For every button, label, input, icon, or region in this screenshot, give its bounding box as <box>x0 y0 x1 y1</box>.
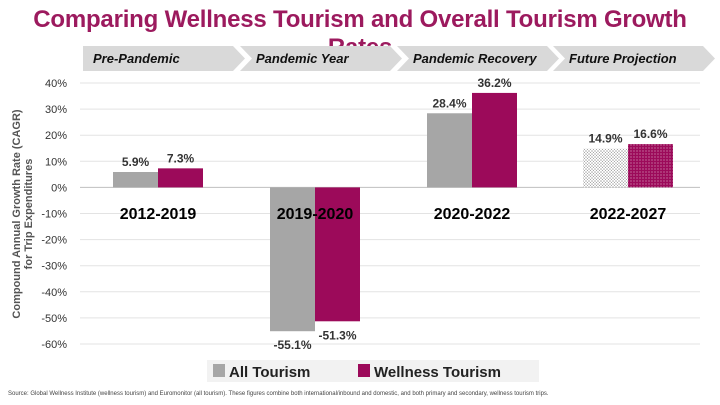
data-labels: 5.9% 7.3% -55.1% -51.3% 28.4% 36.2% 14.9% 16.6% <box>122 76 668 352</box>
bars <box>113 92 673 332</box>
y-tick-label: -50% <box>41 313 67 325</box>
legend-swatch <box>213 364 225 377</box>
y-tick-label: -40% <box>41 287 67 299</box>
grid-lines <box>80 82 700 345</box>
period-label-2020-2022: 2020-2022 <box>434 206 511 223</box>
data-label: 5.9% <box>122 155 150 169</box>
data-label: 7.3% <box>167 151 195 165</box>
y-axis-title: Compound Annual Growth Rate (CAGR)for Tr… <box>11 109 35 319</box>
data-label: 28.4% <box>432 96 466 110</box>
legend-swatch <box>358 364 370 377</box>
bar-all-tourism-2019-2020 <box>270 187 315 332</box>
legend: All Tourism Wellness Tourism <box>207 360 539 382</box>
data-label: 36.2% <box>477 76 511 90</box>
period-label-2022-2027: 2022-2027 <box>590 206 667 223</box>
legend-label: All Tourism <box>229 364 310 381</box>
period-label-2019-2020: 2019-2020 <box>277 206 354 223</box>
data-label: 14.9% <box>588 132 622 146</box>
legend-box <box>207 360 539 382</box>
y-tick-label: -60% <box>41 339 67 351</box>
y-tick-label: -10% <box>41 209 67 221</box>
data-label: -51.3% <box>318 328 356 342</box>
bar-all-tourism-2022-2027 <box>583 148 628 188</box>
phase-banners: Pre-Pandemic Pandemic Year Pandemic Recove… <box>83 46 715 71</box>
phase-label-2: Pandemic Year <box>256 51 349 66</box>
source-note: Source: Global Wellness Institute (welln… <box>8 391 549 397</box>
legend-label: Wellness Tourism <box>374 364 501 381</box>
bar-wellness-tourism-2012-2019 <box>158 168 203 188</box>
y-tick-label: 10% <box>45 156 67 168</box>
bar-all-tourism-2020-2022 <box>427 113 472 188</box>
y-tick-label: -30% <box>41 261 67 273</box>
bar-wellness-tourism-2019-2020 <box>315 187 360 322</box>
phase-banner-3 <box>397 46 559 71</box>
period-label-2012-2019: 2012-2019 <box>120 206 197 223</box>
phase-label-1: Pre-Pandemic <box>93 51 180 66</box>
y-tick-label: 0% <box>51 182 67 194</box>
phase-banner-4 <box>553 46 715 71</box>
bar-wellness-tourism-2020-2022 <box>472 92 517 188</box>
period-labels: 2012-2019 2019-2020 2020-2022 2022-2027 <box>120 206 667 223</box>
y-tick-label: 30% <box>45 104 67 116</box>
bar-wellness-tourism-2022-2027 <box>628 144 673 188</box>
phase-banner-2 <box>240 46 402 71</box>
data-label: 16.6% <box>633 127 667 141</box>
y-tick-label: 20% <box>45 130 67 142</box>
phase-label-4: Future Projection <box>569 51 677 66</box>
data-label: -55.1% <box>273 338 311 352</box>
phase-banner-1 <box>83 46 245 71</box>
bar-all-tourism-2012-2019 <box>113 172 158 188</box>
phase-label-3: Pandemic Recovery <box>413 51 537 66</box>
y-tick-label: -20% <box>41 235 67 247</box>
y-axis: -60% -50% -40% -30% -20% -10% 0% 10% 20% 30% 40% Co… <box>11 78 67 351</box>
y-tick-label: 40% <box>45 78 67 90</box>
